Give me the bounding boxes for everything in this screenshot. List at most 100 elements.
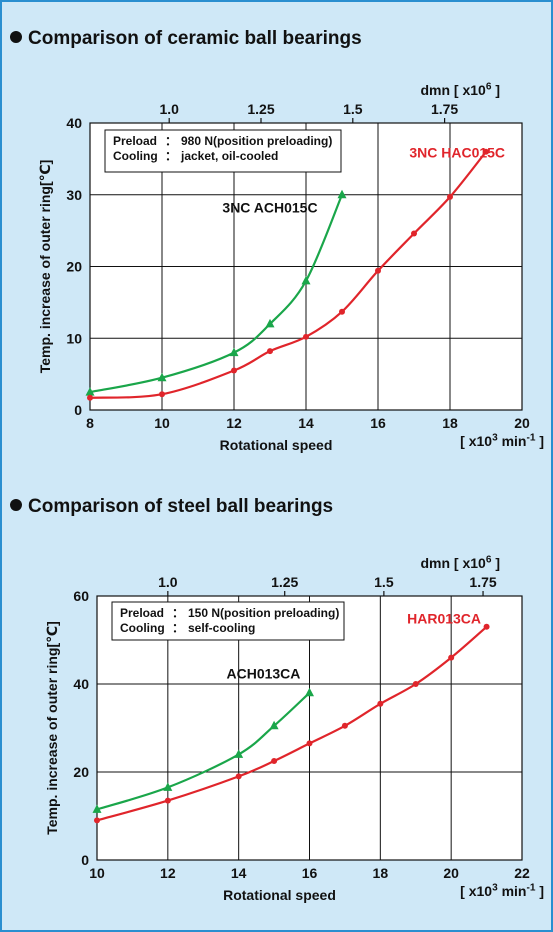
- data-point-triangle: [229, 347, 239, 357]
- data-point-triangle: [337, 189, 347, 199]
- y-tick-label: 60: [73, 588, 89, 604]
- y-tick-label: 40: [73, 676, 89, 692]
- y-tick-label: 10: [66, 330, 82, 346]
- x-tick-label: 18: [442, 415, 458, 431]
- y-tick-label: 20: [73, 764, 89, 780]
- top-axis-tick-label: 1.5: [374, 574, 394, 590]
- x-axis-unit: [ x103 min-1 ]: [460, 882, 544, 899]
- chart-ceramic: Comparison of ceramic ball bearings 8 10 12…: [10, 28, 544, 453]
- legend-separator: ：: [165, 149, 177, 163]
- label-part: ]: [491, 555, 500, 571]
- superscript-part: 3: [492, 882, 498, 893]
- data-point-circle: [341, 722, 348, 729]
- data-point-circle: [94, 817, 100, 824]
- superscript-part: 6: [486, 81, 492, 92]
- x-axis-label: Rotational speed: [223, 887, 336, 903]
- data-point-triangle: [157, 372, 167, 382]
- data-point-triangle: [265, 318, 275, 328]
- legend-separator: ：: [172, 606, 184, 620]
- legend-key: Preload: [113, 134, 157, 148]
- y-tick-label: 20: [66, 259, 82, 275]
- label-part: ]: [535, 883, 544, 899]
- y-axis-label: Temp. increase of outer ring[℃]: [44, 621, 60, 835]
- x-tick-label: 10: [154, 415, 170, 431]
- legend-separator: ：: [172, 621, 184, 635]
- series-label: ACH013CA: [226, 665, 300, 681]
- label-part: min: [498, 883, 527, 899]
- label-part: ]: [491, 82, 500, 98]
- top-axis-tick-label: 1.25: [271, 574, 298, 590]
- top-axis-tick-label: 1.75: [469, 574, 496, 590]
- x-tick-label: 12: [160, 865, 176, 881]
- data-point-triangle: [85, 387, 95, 396]
- x-tick-label: 16: [302, 865, 318, 881]
- data-point-circle: [412, 681, 419, 687]
- series-line: [96, 625, 488, 822]
- data-point-circle: [377, 700, 384, 707]
- x-tick-label: 8: [86, 415, 94, 431]
- series-ach013ca: ACH013CA: [92, 665, 314, 813]
- data-point-circle: [339, 308, 345, 315]
- data-point-circle: [303, 333, 309, 340]
- top-axis-tick-label: 1.5: [343, 101, 363, 117]
- label-part: dmn [ x10: [420, 555, 486, 571]
- legend-key: Cooling: [113, 149, 158, 163]
- series-3nc-hac015c: 3NC HAC015C: [87, 144, 505, 401]
- data-point-circle: [235, 773, 242, 780]
- series-3nc-ach015c: 3NC ACH015C: [85, 189, 347, 396]
- data-point-circle: [306, 740, 313, 747]
- y-tick-label: 40: [66, 115, 82, 131]
- data-point-circle: [159, 391, 165, 398]
- data-point-circle: [448, 654, 455, 661]
- x-axis-unit: [ x103 min-1 ]: [460, 432, 544, 449]
- label-part: [ x10: [460, 433, 492, 449]
- superscript-part: 3: [492, 432, 498, 443]
- y-tick-label: 0: [81, 852, 89, 868]
- data-point-circle: [87, 394, 93, 401]
- chart-title: Comparison of ceramic ball bearings: [28, 28, 362, 49]
- data-point-circle: [483, 623, 490, 630]
- data-point-circle: [271, 758, 278, 764]
- data-point-circle: [164, 797, 171, 804]
- x-tick-label: 10: [89, 865, 105, 881]
- label-part: min: [498, 433, 527, 449]
- x-tick-label: 22: [514, 865, 530, 881]
- x-tick-label: 14: [298, 415, 314, 431]
- x-tick-label: 12: [226, 415, 242, 431]
- superscript-part: -1: [526, 432, 535, 443]
- data-point-circle: [375, 267, 381, 274]
- series-label: HAR013CA: [407, 611, 481, 627]
- data-point-triangle: [163, 782, 173, 791]
- legend-value: 980 N(position preloading): [181, 134, 332, 148]
- data-point-triangle: [301, 275, 311, 285]
- y-tick-label: 30: [66, 187, 82, 203]
- data-point-circle: [483, 148, 489, 155]
- data-point-triangle: [234, 749, 244, 758]
- legend-box: [104, 129, 342, 173]
- data-point-triangle: [269, 720, 279, 730]
- chart-steel: Comparison of steel ball bearings 10 12 14 1…: [10, 496, 544, 903]
- label-part: dmn [ x10: [420, 82, 486, 98]
- data-point-circle: [411, 230, 417, 237]
- y-axis-label: Temp. increase of outer ring[℃]: [37, 160, 53, 374]
- title-bullet-icon: [10, 31, 22, 43]
- series-label: 3NC HAC015C: [409, 144, 505, 160]
- x-tick-label: 20: [443, 865, 459, 881]
- data-point-circle: [231, 367, 237, 374]
- series-line: [89, 151, 487, 399]
- y-tick-label: 0: [74, 402, 82, 418]
- top-axis-label: dmn [ x106 ]: [420, 554, 500, 571]
- chart-title: Comparison of steel ball bearings: [28, 496, 333, 517]
- top-axis-tick-label: 1.25: [247, 101, 274, 117]
- top-axis-label: dmn [ x106 ]: [420, 81, 500, 98]
- x-tick-label: 18: [373, 865, 389, 881]
- data-point-triangle: [305, 687, 314, 697]
- top-axis-tick-label: 1.0: [159, 101, 179, 117]
- legend-key: Preload: [120, 606, 164, 620]
- label-part: [ x10: [460, 883, 492, 899]
- data-point-triangle: [92, 804, 102, 813]
- legend-key: Cooling: [120, 621, 165, 635]
- title-bullet-icon: [10, 499, 22, 511]
